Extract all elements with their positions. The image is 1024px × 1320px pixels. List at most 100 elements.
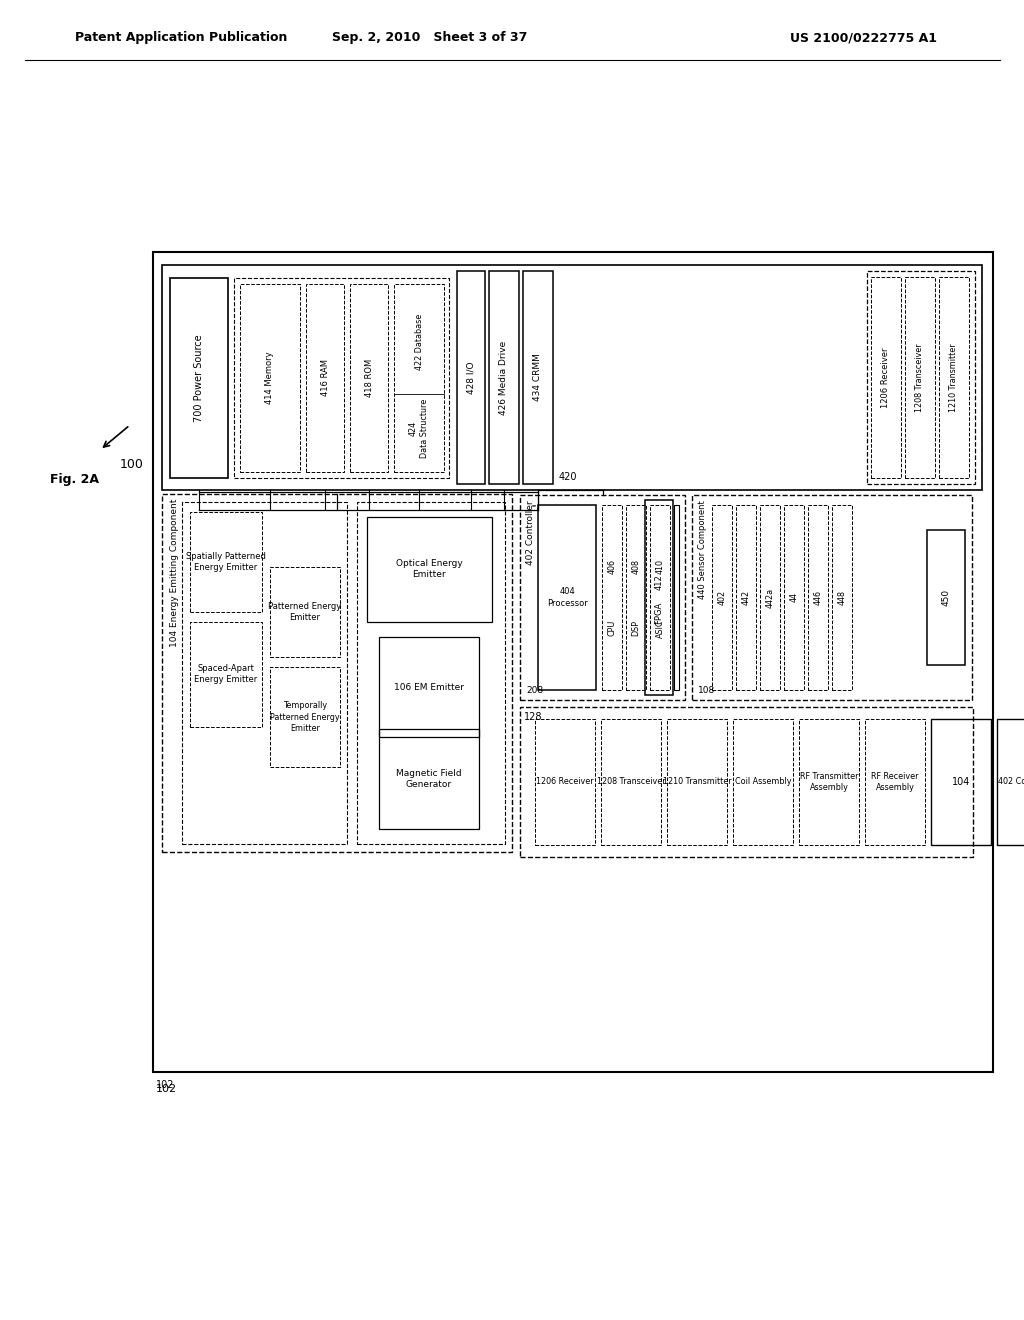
Bar bbox=[153, 252, 993, 1072]
Bar bbox=[667, 719, 727, 845]
Text: Coil Assembly: Coil Assembly bbox=[735, 777, 792, 787]
Text: 406: 406 bbox=[607, 560, 616, 574]
Text: 426 Media Drive: 426 Media Drive bbox=[500, 341, 509, 414]
Bar bbox=[939, 277, 969, 478]
Text: 420: 420 bbox=[559, 473, 578, 482]
Text: DSP: DSP bbox=[632, 620, 640, 636]
Text: 100: 100 bbox=[120, 458, 144, 471]
Text: 44: 44 bbox=[790, 593, 799, 602]
Text: 412: 412 bbox=[654, 574, 664, 590]
Text: 416 RAM: 416 RAM bbox=[321, 359, 330, 396]
Text: Magnetic Field
Generator: Magnetic Field Generator bbox=[396, 770, 462, 789]
Bar bbox=[760, 506, 780, 690]
Bar bbox=[712, 506, 732, 690]
Bar bbox=[367, 517, 492, 622]
Bar bbox=[489, 271, 519, 484]
Text: Patterned Energy
Emitter: Patterned Energy Emitter bbox=[268, 602, 342, 622]
Bar bbox=[799, 719, 859, 845]
Bar bbox=[190, 622, 262, 727]
Bar bbox=[270, 568, 340, 657]
Text: RF Transmitter
Assembly: RF Transmitter Assembly bbox=[800, 772, 858, 792]
Bar bbox=[170, 279, 228, 478]
Bar bbox=[997, 719, 1024, 845]
Bar bbox=[905, 277, 935, 478]
Bar bbox=[379, 638, 479, 737]
Bar bbox=[692, 495, 972, 700]
Bar bbox=[602, 506, 622, 690]
Bar bbox=[162, 494, 512, 851]
Bar bbox=[865, 719, 925, 845]
Text: 450: 450 bbox=[941, 589, 950, 606]
Text: 108: 108 bbox=[698, 686, 715, 696]
Text: US 2100/0222775 A1: US 2100/0222775 A1 bbox=[790, 32, 937, 45]
Text: 418 ROM: 418 ROM bbox=[365, 359, 374, 397]
Bar bbox=[784, 506, 804, 690]
Text: 104 Energy Emitting Component: 104 Energy Emitting Component bbox=[170, 499, 179, 647]
Bar bbox=[357, 502, 505, 843]
Text: Fig. 2A: Fig. 2A bbox=[50, 474, 99, 487]
Text: 1206 Receiver: 1206 Receiver bbox=[882, 347, 891, 408]
Text: FPGA: FPGA bbox=[654, 602, 664, 623]
Bar bbox=[379, 729, 479, 829]
Bar bbox=[234, 279, 449, 478]
Bar bbox=[240, 284, 300, 473]
Text: Sep. 2, 2010   Sheet 3 of 37: Sep. 2, 2010 Sheet 3 of 37 bbox=[333, 32, 527, 45]
Text: 102: 102 bbox=[156, 1080, 174, 1090]
Text: Spaced-Apart
Energy Emitter: Spaced-Apart Energy Emitter bbox=[195, 664, 258, 684]
Text: 106 EM Emitter: 106 EM Emitter bbox=[394, 682, 464, 692]
Bar bbox=[645, 500, 673, 696]
Bar bbox=[808, 506, 828, 690]
Text: 208: 208 bbox=[526, 686, 543, 696]
Bar bbox=[871, 277, 901, 478]
Text: 414 Memory: 414 Memory bbox=[265, 351, 274, 404]
Text: ASIC: ASIC bbox=[655, 619, 665, 638]
Bar bbox=[182, 502, 347, 843]
Bar bbox=[162, 265, 982, 490]
Text: 1210 Transmitter: 1210 Transmitter bbox=[949, 343, 958, 412]
Text: 408: 408 bbox=[632, 560, 640, 574]
Text: 448: 448 bbox=[838, 590, 847, 605]
Bar bbox=[270, 667, 340, 767]
Text: 442a: 442a bbox=[766, 587, 774, 607]
Bar bbox=[306, 284, 344, 473]
Bar bbox=[601, 719, 662, 845]
Text: Temporally
Patterned Energy
Emitter: Temporally Patterned Energy Emitter bbox=[270, 701, 340, 733]
Text: 1206 Receiver: 1206 Receiver bbox=[537, 777, 594, 787]
Bar bbox=[535, 719, 595, 845]
Text: 410: 410 bbox=[655, 560, 665, 574]
Text: 446: 446 bbox=[813, 590, 822, 605]
Text: Patent Application Publication: Patent Application Publication bbox=[75, 32, 288, 45]
Text: 402: 402 bbox=[718, 590, 726, 605]
Text: 434 CRMM: 434 CRMM bbox=[534, 354, 543, 401]
Text: 402 Controller: 402 Controller bbox=[998, 777, 1024, 787]
Bar bbox=[927, 531, 965, 665]
Bar bbox=[520, 495, 685, 700]
Text: 102: 102 bbox=[156, 1084, 177, 1094]
Text: RF Receiver
Assembly: RF Receiver Assembly bbox=[871, 772, 919, 792]
Text: 440 Sensor Component: 440 Sensor Component bbox=[698, 500, 707, 599]
Bar bbox=[190, 512, 262, 612]
Text: 1210 Transmitter: 1210 Transmitter bbox=[663, 777, 731, 787]
Bar bbox=[350, 284, 388, 473]
Text: Spatially Patterned
Energy Emitter: Spatially Patterned Energy Emitter bbox=[186, 552, 266, 572]
Bar bbox=[538, 506, 596, 690]
Text: 700 Power Source: 700 Power Source bbox=[194, 334, 204, 422]
Text: 104: 104 bbox=[952, 777, 970, 787]
Bar bbox=[520, 708, 973, 857]
Text: 402 Controller: 402 Controller bbox=[526, 500, 535, 565]
Bar bbox=[626, 506, 646, 690]
Text: 424
Data Structure: 424 Data Structure bbox=[409, 399, 429, 458]
Text: CPU: CPU bbox=[607, 620, 616, 636]
Bar bbox=[523, 271, 553, 484]
Bar bbox=[736, 506, 756, 690]
Text: 442: 442 bbox=[741, 590, 751, 605]
Bar bbox=[931, 719, 991, 845]
Text: 1208 Transceiver: 1208 Transceiver bbox=[597, 777, 666, 787]
Bar bbox=[650, 506, 670, 690]
Text: 128: 128 bbox=[524, 711, 543, 722]
Text: 404
Processor: 404 Processor bbox=[547, 587, 588, 607]
Bar bbox=[831, 506, 852, 690]
Bar bbox=[674, 506, 679, 690]
Bar bbox=[394, 284, 444, 473]
Bar bbox=[733, 719, 793, 845]
